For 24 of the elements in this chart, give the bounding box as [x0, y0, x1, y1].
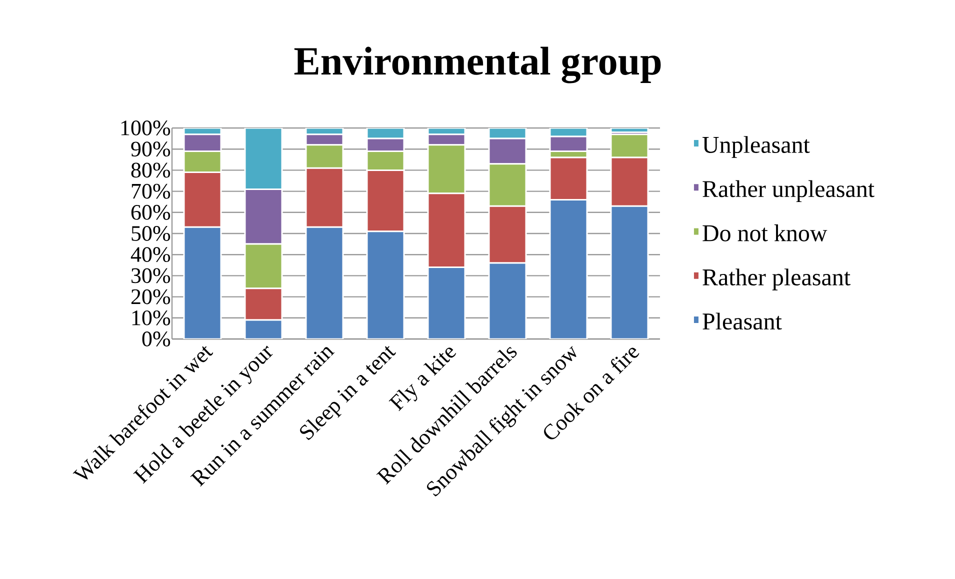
legend-label: Unpleasant	[702, 136, 810, 158]
y-tick-label: 100%	[121, 120, 170, 136]
y-tick-label: 70%	[132, 184, 170, 199]
bar	[306, 227, 343, 339]
y-tick-label: 0%	[142, 332, 170, 346]
legend-label: Do not know	[702, 224, 828, 242]
y-tick-label: 80%	[131, 162, 170, 178]
y-tick-label: 40%	[130, 247, 170, 262]
y-tick-label: 90%	[131, 142, 170, 157]
y-tick-label: 30%	[132, 268, 170, 284]
y-tick-label: 10%	[132, 310, 170, 326]
bar	[367, 231, 404, 339]
legend-label: Rather pleasant	[702, 268, 850, 290]
y-tick-label: 60%	[131, 204, 170, 220]
y-tick-label: 20%	[131, 289, 170, 304]
legend-label: Pleasant	[702, 312, 782, 330]
bar	[244, 128, 283, 190]
bar	[550, 200, 587, 339]
bar	[184, 227, 222, 339]
legend-label: Rather unpleasant	[702, 180, 874, 202]
bar	[428, 267, 465, 339]
bar	[488, 263, 526, 339]
chart-title: Environmental group	[294, 46, 661, 84]
y-tick-label: 50%	[132, 226, 170, 241]
